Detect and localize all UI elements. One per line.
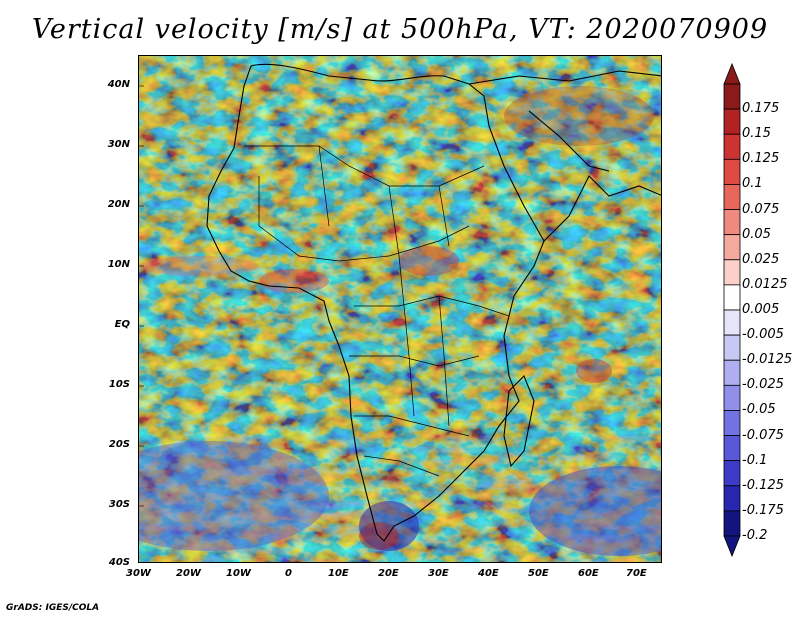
map-panel: [138, 55, 662, 563]
colorbar-label: -0.005: [742, 327, 784, 343]
lon-label-20e: 20E: [378, 568, 399, 579]
lat-label-40n: 40N: [107, 79, 130, 90]
lat-label-20s: 20S: [108, 439, 130, 450]
colorbar-swatch: [723, 334, 741, 361]
colorbar-label: -0.125: [742, 477, 784, 493]
colorbar-swatch: [723, 184, 741, 210]
vertical-velocity-field: [139, 56, 661, 562]
colorbar-label: -0.05: [742, 402, 776, 418]
colorbar-label: -0.0125: [742, 352, 793, 368]
descent-region-sw: [139, 441, 329, 551]
colorbar-swatch: [723, 359, 741, 386]
coastlines: [206, 63, 661, 542]
colorbar-swatch: [723, 510, 741, 537]
descent-region-se: [529, 466, 661, 556]
colorbar-label: -0.025: [742, 377, 784, 393]
colorbar-label: 0.125: [742, 151, 780, 167]
colorbar-label: 0.025: [742, 251, 780, 267]
lat-label-30s: 30S: [108, 499, 130, 510]
lon-label-70e: 70E: [626, 568, 647, 579]
lon-label-50e: 50E: [528, 568, 549, 579]
colorbar-swatch: [723, 108, 741, 135]
ascent-gulf-guinea: [259, 269, 329, 293]
colorbar-swatch: [723, 284, 741, 311]
lat-label-10n: 10N: [107, 259, 130, 270]
colorbar-label: 0.075: [742, 201, 780, 217]
country-borders: [244, 145, 510, 477]
ascent-ethiopia: [399, 246, 459, 276]
colorbar-label: 0.15: [742, 126, 771, 142]
colorbar: [723, 62, 741, 558]
colorbar-label: 0.1: [742, 176, 763, 192]
lon-label-10e: 10E: [328, 568, 349, 579]
colorbar-max-arrow: [723, 62, 741, 85]
colorbar-swatch: [723, 133, 741, 160]
colorbar-label: -0.175: [742, 502, 784, 518]
colorbar-swatch: [723, 309, 741, 336]
footer-credit: GrADS: IGES/COLA: [6, 603, 100, 613]
colorbar-label: 0.05: [742, 226, 771, 242]
colorbar-label: -0.075: [742, 427, 784, 443]
lon-label-30w: 30W: [126, 568, 151, 579]
colorbar-swatch: [723, 435, 741, 462]
colorbar-label: 0.005: [742, 302, 780, 317]
lat-label-40s: 40S: [108, 557, 130, 568]
colorbar-swatch: [723, 460, 741, 487]
lon-label-0: 0: [285, 568, 292, 579]
descent-core: [359, 501, 419, 551]
lat-label-eq: EQ: [114, 319, 130, 330]
colorbar-swatch: [723, 234, 741, 261]
map-title: Vertical velocity [m/s] at 500hPa, VT: 2…: [31, 14, 769, 45]
lat-label-10s: 10S: [108, 379, 130, 390]
colorbar-swatch: [723, 83, 741, 110]
colorbar-swatch: [723, 410, 741, 436]
ascent-atlantic-itcz: [139, 256, 259, 276]
colorbar-swatch: [723, 384, 741, 411]
colorbar-label: 0.175: [742, 101, 780, 117]
lon-label-30e: 30E: [428, 568, 449, 579]
lon-label-60e: 60E: [578, 568, 599, 579]
lat-label-30n: 30N: [107, 139, 130, 150]
lon-label-40e: 40E: [478, 568, 499, 579]
colorbar-swatch: [723, 259, 741, 286]
colorbar-swatch: [723, 485, 741, 512]
lon-label-10w: 10W: [226, 568, 251, 579]
colorbar-label: 0.0125: [742, 276, 788, 292]
colorbar-label: -0.2: [742, 528, 768, 543]
colorbar-min-arrow: [723, 535, 741, 558]
colorbar-label: -0.1: [742, 452, 768, 468]
axis-ticks: [139, 85, 144, 507]
colorbar-swatch: [723, 158, 741, 185]
ascent-indian-ocean: [576, 359, 612, 383]
ascent-middle-east: [504, 86, 654, 146]
lat-label-20n: 20N: [107, 199, 130, 210]
colorbar-swatch: [723, 209, 741, 236]
lon-label-20w: 20W: [176, 568, 201, 579]
